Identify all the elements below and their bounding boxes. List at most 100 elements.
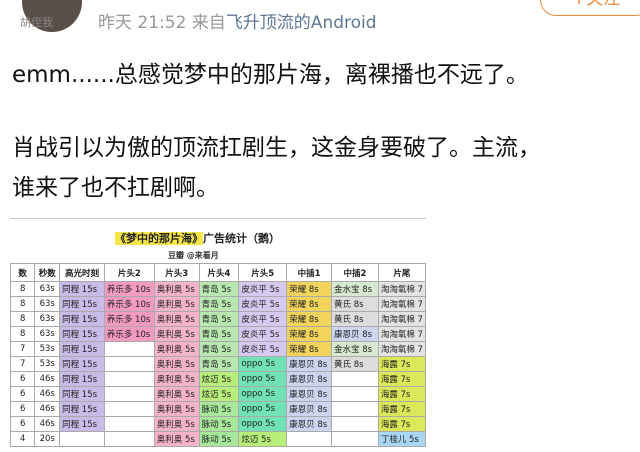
- table-cell: 奥利奥 5s: [153, 356, 200, 372]
- table-cell: 金水宝 8s: [331, 341, 379, 357]
- table-cell: 黄氏 8s: [331, 296, 379, 312]
- post-time: 21:52: [137, 13, 187, 33]
- table-cell: 皮炎平 5s: [238, 341, 288, 357]
- table-cell: [103, 416, 155, 432]
- column-header: 片头3: [153, 263, 200, 282]
- table-cell: 金水宝 8s: [331, 281, 379, 297]
- table-cell: 淘淘氧棉 7: [377, 341, 427, 357]
- image-credit: 豆瓣 @来看月: [168, 251, 219, 260]
- table-row: 8 63s 同程 15s 养乐多 10s 奥利奥 5s 青岛 5s 皮炎平 5s 荣耀 8s 金…: [9, 281, 427, 297]
- post-text: emm......总感觉梦中的那片海，离裸播也不远了。: [12, 62, 529, 88]
- column-header: 片头2: [103, 263, 155, 282]
- table-cell: 奥利奥 5s: [153, 416, 200, 432]
- table-cell: 康恩贝 8s: [331, 326, 379, 342]
- table-row: 8 63s 同程 15s 养乐多 10s 奥利奥 5s 青岛 5s 皮炎平 5s 荣耀 8s 黄…: [9, 296, 427, 312]
- table-cell: 炫迈 5s: [198, 386, 240, 402]
- column-header: 中插2: [331, 263, 379, 282]
- post-meta: 昨天 21:52 来自飞升顶流的Android: [98, 8, 377, 33]
- column-header: 片头5: [238, 263, 288, 282]
- table-cell: 同程 15s: [59, 401, 105, 417]
- table-cell: 康恩贝 8s: [286, 386, 333, 402]
- table-cell: [103, 356, 155, 372]
- table-cell: 淘淘氧棉 7: [377, 326, 427, 342]
- table-cell: 养乐多 10s: [103, 296, 155, 312]
- table-cell: 海露 7s: [377, 386, 427, 402]
- table-cell: 奥利奥 5s: [153, 326, 200, 342]
- table-cell: 8: [9, 281, 36, 297]
- table-cell: 同程 15s: [59, 371, 105, 387]
- table-cell: 青岛 5s: [198, 326, 240, 342]
- column-header: 秒数: [34, 263, 61, 282]
- table-cell: 皮炎平 5s: [238, 281, 288, 297]
- table-cell: 20s: [34, 431, 61, 447]
- table-cell: oppo 5s: [238, 386, 288, 402]
- table-cell: 7: [9, 341, 36, 357]
- table-cell: 同程 15s: [59, 341, 105, 357]
- table-cell: [286, 431, 333, 447]
- table-cell: oppo 5s: [238, 371, 288, 387]
- table-cell: 53s: [34, 341, 61, 357]
- table-cell: 奥利奥 5s: [153, 386, 200, 402]
- table-cell: 海露 7s: [377, 416, 427, 432]
- user-name[interactable]: 胡侄我: [20, 16, 53, 29]
- follow-button[interactable]: +关注: [540, 0, 640, 16]
- table-cell: 黄氏 8s: [331, 311, 379, 327]
- table-cell: 丁桂儿 5s: [377, 431, 427, 447]
- table-cell: [103, 401, 155, 417]
- table-cell: 63s: [34, 311, 61, 327]
- table-cell: 皮炎平 5s: [238, 296, 288, 312]
- table-cell: 奥利奥 5s: [153, 311, 200, 327]
- table-cell: 46s: [34, 401, 61, 417]
- table-row: 6 46s 同程 15s 奥利奥 5s 脉动 5s oppo 5s 康恩贝 8s 海露 7s: [9, 401, 427, 417]
- column-header: 片头4: [198, 263, 240, 282]
- table-cell: oppo 5s: [238, 356, 288, 372]
- table-cell: 炫迈 5s: [198, 371, 240, 387]
- table-cell: 淘淘氧棉 7: [377, 281, 427, 297]
- image-title: 《梦中的那片海》广告统计（鹅）: [115, 230, 280, 246]
- table-cell: 淘淘氧棉 7: [377, 311, 427, 327]
- table-cell: 46s: [34, 386, 61, 402]
- table-cell: 荣耀 8s: [286, 341, 333, 357]
- table-cell: 同程 15s: [59, 356, 105, 372]
- table-cell: 海露 7s: [377, 356, 427, 372]
- table-cell: 青岛 5s: [198, 311, 240, 327]
- table-cell: 海露 7s: [377, 371, 427, 387]
- table-cell: 青岛 5s: [198, 296, 240, 312]
- table-row: 8 63s 同程 15s 养乐多 10s 奥利奥 5s 青岛 5s 皮炎平 5s 荣耀 8s 黄…: [9, 311, 427, 327]
- table-cell: 同程 15s: [59, 326, 105, 342]
- table-cell: 奥利奥 5s: [153, 341, 200, 357]
- table-cell: 6: [9, 401, 36, 417]
- table-cell: 淘淘氧棉 7: [377, 296, 427, 312]
- table-cell: 奥利奥 5s: [153, 401, 200, 417]
- table-cell: 奥利奥 5s: [153, 371, 200, 387]
- table-cell: oppo 5s: [238, 401, 288, 417]
- table-cell: 奥利奥 5s: [153, 281, 200, 297]
- table-cell: 63s: [34, 281, 61, 297]
- source[interactable]: 飞升顶流的Android: [225, 13, 377, 33]
- table-cell: 康恩贝 8s: [286, 401, 333, 417]
- post-image[interactable]: 《梦中的那片海》广告统计（鹅） 豆瓣 @来看月 数秒数 高光时刻 片头2 片头3 片头4…: [9, 218, 427, 452]
- column-header: 片尾: [377, 263, 427, 282]
- table-row: 6 46s 同程 15s 奥利奥 5s 炫迈 5s oppo 5s 康恩贝 8s 海露 7s: [9, 371, 427, 387]
- column-header: 数: [9, 263, 36, 282]
- table-cell: 63s: [34, 296, 61, 312]
- table-row: 6 46s 同程 15s 奥利奥 5s 炫迈 5s oppo 5s 康恩贝 8s 海露 7s: [9, 386, 427, 402]
- table-row: 7 53s 同程 15s 奥利奥 5s 青岛 5s 皮炎平 5s 荣耀 8s 金水宝 8s 淘淘…: [9, 341, 427, 357]
- table-cell: 康恩贝 8s: [286, 356, 333, 372]
- table-cell: 同程 15s: [59, 311, 105, 327]
- table-cell: [331, 431, 379, 447]
- table-cell: 8: [9, 311, 36, 327]
- table-cell: 脉动 5s: [198, 431, 240, 447]
- table-row: 8 63s 同程 15s 养乐多 10s 奥利奥 5s 青岛 5s 皮炎平 5s 荣耀 8s 康…: [9, 326, 427, 342]
- table-cell: 6: [9, 416, 36, 432]
- table-cell: 荣耀 8s: [286, 326, 333, 342]
- table-cell: 脉动 5s: [198, 416, 240, 432]
- table-cell: 荣耀 8s: [286, 281, 333, 297]
- table-cell: 青岛 5s: [198, 356, 240, 372]
- table-cell: [59, 431, 105, 447]
- table-row: 4 20s 奥利奥 5s 脉动 5s 炫迈 5s 丁桂儿 5s: [9, 431, 427, 447]
- table-cell: 6: [9, 371, 36, 387]
- table-cell: 8: [9, 326, 36, 342]
- table-cell: 炫迈 5s: [238, 431, 288, 447]
- table-cell: 同程 15s: [59, 416, 105, 432]
